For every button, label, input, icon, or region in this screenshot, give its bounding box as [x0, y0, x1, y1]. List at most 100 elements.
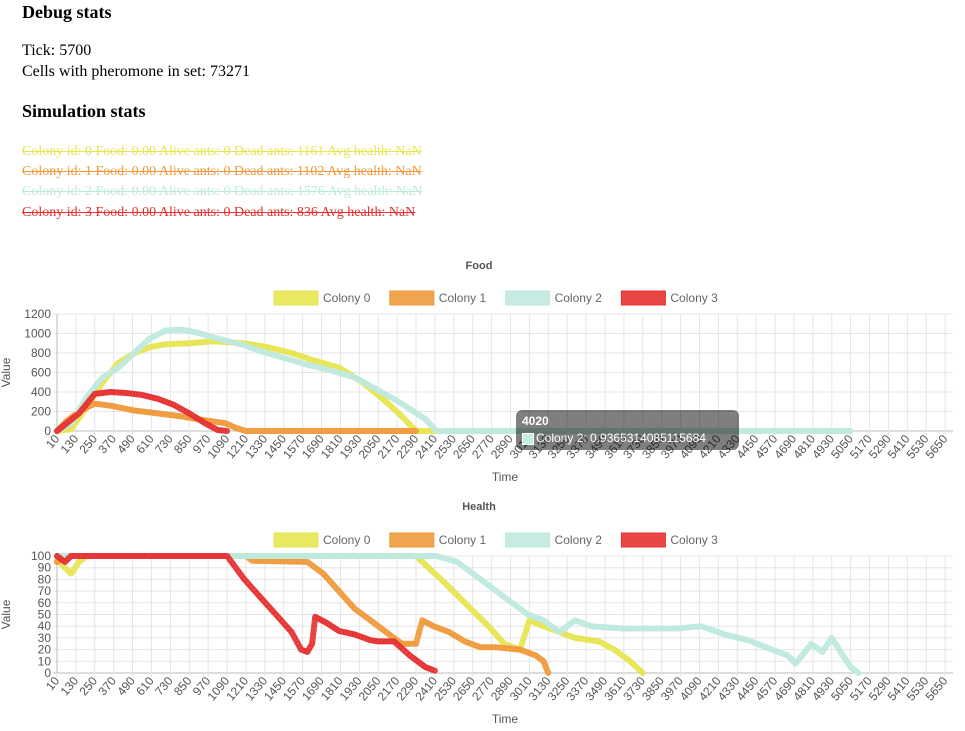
data-point[interactable]: [514, 646, 520, 653]
data-point[interactable]: [297, 353, 304, 359]
data-point[interactable]: [366, 382, 373, 389]
data-point[interactable]: [389, 553, 395, 559]
data-point[interactable]: [119, 405, 126, 411]
data-point[interactable]: [610, 625, 616, 631]
data-point[interactable]: [395, 428, 401, 434]
data-point[interactable]: [842, 656, 849, 663]
data-point[interactable]: [175, 413, 182, 419]
data-point[interactable]: [498, 637, 504, 643]
data-point[interactable]: [397, 644, 403, 650]
data-point[interactable]: [266, 604, 273, 611]
data-point[interactable]: [283, 348, 289, 355]
data-point[interactable]: [261, 428, 267, 434]
data-point[interactable]: [362, 553, 368, 559]
data-point[interactable]: [300, 428, 306, 434]
data-point[interactable]: [730, 633, 737, 640]
data-point[interactable]: [301, 361, 308, 367]
data-point[interactable]: [475, 428, 482, 434]
data-point[interactable]: [796, 428, 803, 434]
data-point[interactable]: [724, 632, 731, 638]
data-point[interactable]: [829, 428, 836, 434]
data-point[interactable]: [161, 553, 167, 559]
data-point[interactable]: [395, 553, 401, 559]
data-point[interactable]: [471, 642, 477, 648]
data-point[interactable]: [701, 624, 707, 630]
data-point[interactable]: [425, 428, 431, 434]
data-point[interactable]: [150, 334, 156, 340]
data-point[interactable]: [733, 634, 740, 641]
data-point[interactable]: [471, 608, 477, 615]
food-chart[interactable]: Food Colony 0 Colony 1 Colony 2 Colony 3 0 200…: [0, 252, 965, 490]
data-point[interactable]: [326, 553, 332, 559]
data-point[interactable]: [229, 339, 235, 345]
data-point[interactable]: [831, 639, 838, 646]
data-point[interactable]: [265, 344, 271, 350]
data-point[interactable]: [353, 553, 359, 559]
data-point[interactable]: [651, 625, 657, 632]
data-point[interactable]: [115, 364, 122, 371]
data-point[interactable]: [145, 393, 152, 400]
data-point[interactable]: [347, 428, 354, 434]
data-point[interactable]: [155, 396, 161, 402]
data-point[interactable]: [472, 428, 479, 434]
data-point[interactable]: [766, 428, 773, 434]
data-point[interactable]: [137, 408, 143, 415]
data-point[interactable]: [295, 559, 301, 565]
data-point[interactable]: [409, 553, 416, 559]
data-point[interactable]: [526, 650, 533, 656]
data-point[interactable]: [422, 562, 429, 568]
data-point[interactable]: [321, 360, 327, 367]
data-point[interactable]: [230, 553, 237, 559]
data-point[interactable]: [342, 595, 348, 601]
data-point[interactable]: [407, 422, 414, 428]
legend-item[interactable]: Colony 1: [389, 532, 487, 548]
data-point[interactable]: [487, 428, 494, 434]
data-point[interactable]: [292, 635, 298, 641]
data-point[interactable]: [235, 340, 241, 347]
data-point[interactable]: [111, 389, 117, 395]
data-point[interactable]: [129, 391, 136, 397]
data-point[interactable]: [249, 428, 255, 434]
data-point[interactable]: [790, 428, 797, 434]
data-point[interactable]: [159, 342, 166, 348]
legend-item[interactable]: Colony 3: [620, 532, 718, 548]
data-point[interactable]: [260, 553, 266, 559]
data-point[interactable]: [270, 428, 276, 434]
data-point[interactable]: [188, 553, 194, 559]
data-point[interactable]: [302, 428, 309, 434]
data-point[interactable]: [320, 553, 326, 559]
data-point[interactable]: [448, 428, 455, 434]
data-point[interactable]: [264, 428, 270, 434]
data-point[interactable]: [337, 370, 343, 376]
data-point[interactable]: [419, 428, 425, 434]
data-point[interactable]: [722, 631, 728, 638]
data-point[interactable]: [178, 413, 185, 420]
data-point[interactable]: [389, 428, 395, 434]
data-point[interactable]: [505, 645, 511, 652]
data-point[interactable]: [502, 645, 508, 651]
data-point[interactable]: [781, 651, 788, 658]
data-point[interactable]: [739, 428, 746, 434]
data-point[interactable]: [754, 428, 761, 434]
data-point[interactable]: [660, 625, 666, 632]
data-point[interactable]: [418, 553, 425, 559]
data-point[interactable]: [303, 355, 310, 361]
data-point[interactable]: [391, 638, 397, 645]
data-point[interactable]: [336, 588, 342, 594]
data-point[interactable]: [465, 639, 471, 646]
data-point[interactable]: [531, 614, 537, 620]
data-point[interactable]: [149, 410, 155, 416]
data-point[interactable]: [257, 594, 263, 600]
data-point[interactable]: [345, 630, 351, 636]
data-point[interactable]: [68, 426, 74, 432]
data-point[interactable]: [239, 553, 246, 559]
data-point[interactable]: [155, 553, 161, 559]
data-point[interactable]: [134, 408, 140, 414]
data-point[interactable]: [168, 341, 175, 347]
data-point[interactable]: [632, 625, 638, 632]
data-point[interactable]: [164, 399, 170, 406]
data-point[interactable]: [137, 553, 143, 559]
data-point[interactable]: [603, 624, 610, 631]
data-point[interactable]: [445, 428, 452, 434]
data-point[interactable]: [377, 428, 383, 434]
